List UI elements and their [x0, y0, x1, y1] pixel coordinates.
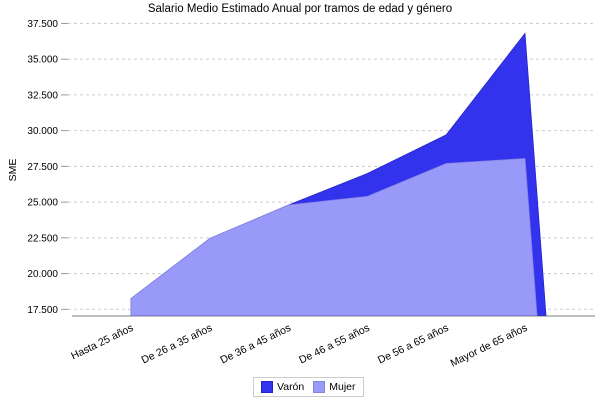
y-tick-label: 22.500	[27, 233, 58, 244]
x-category-label: Hasta 25 años	[69, 322, 135, 362]
y-tick-label: 17.500	[27, 305, 58, 316]
y-tick-label: 37.500	[27, 19, 58, 30]
x-category-label: De 46 a 55 años	[297, 322, 372, 367]
legend-item-mujer[interactable]: Mujer	[313, 381, 356, 393]
legend-label-mujer: Mujer	[329, 381, 356, 393]
mujer-color-swatch	[313, 381, 326, 393]
chart-legend: Varón Mujer	[253, 377, 364, 397]
y-tick-label: 27.500	[27, 162, 58, 173]
x-category-label: De 36 a 45 años	[218, 322, 293, 367]
area-series-mujer	[130, 158, 538, 316]
y-tick-label: 20.000	[27, 269, 58, 280]
x-category-label: De 26 a 35 años	[140, 322, 215, 367]
y-tick-label: 30.000	[27, 126, 58, 137]
legend-item-varon[interactable]: Varón	[261, 381, 304, 393]
y-tick-label: 35.000	[27, 55, 58, 66]
legend-label-varon: Varón	[277, 381, 305, 393]
x-category-label: Mayor de 65 años	[448, 322, 529, 370]
x-category-label: De 56 a 65 años	[376, 322, 451, 367]
y-tick-label: 32.500	[27, 90, 58, 101]
y-tick-label: 25.000	[27, 198, 58, 209]
chart-title: Salario Medio Estimado Anual por tramos …	[147, 3, 453, 15]
varon-color-swatch	[261, 381, 273, 393]
